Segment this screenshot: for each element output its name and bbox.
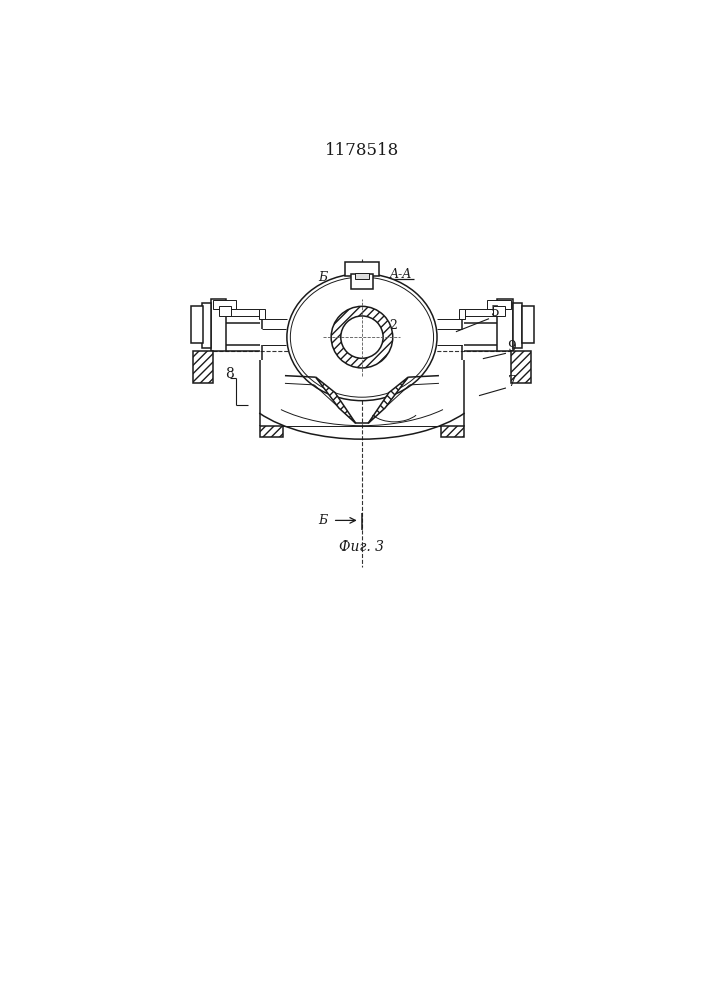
Bar bbox=[345, 262, 379, 276]
Bar bbox=[351, 274, 373, 289]
Ellipse shape bbox=[341, 316, 383, 358]
Text: 5: 5 bbox=[491, 305, 499, 319]
Text: 1178518: 1178518 bbox=[325, 142, 399, 159]
Text: 7: 7 bbox=[508, 375, 516, 389]
Text: 8: 8 bbox=[225, 367, 233, 381]
Text: A-A: A-A bbox=[390, 267, 413, 280]
Text: Фиг. 3: Фиг. 3 bbox=[339, 540, 385, 554]
Text: Б: Б bbox=[318, 514, 327, 527]
Text: Б: Б bbox=[318, 271, 327, 284]
Ellipse shape bbox=[331, 306, 393, 368]
Bar bbox=[192, 351, 214, 383]
Bar bbox=[218, 306, 231, 316]
Bar bbox=[441, 426, 464, 437]
Bar bbox=[355, 273, 369, 279]
Ellipse shape bbox=[287, 274, 437, 401]
Bar bbox=[259, 309, 265, 319]
Bar bbox=[493, 306, 506, 316]
Bar bbox=[214, 300, 236, 309]
Bar bbox=[459, 309, 465, 319]
Bar bbox=[510, 351, 532, 383]
Bar bbox=[211, 299, 226, 351]
Polygon shape bbox=[316, 377, 356, 423]
Bar bbox=[513, 303, 522, 348]
Bar bbox=[522, 306, 534, 343]
Bar bbox=[259, 426, 283, 437]
Polygon shape bbox=[368, 377, 408, 423]
Bar bbox=[498, 299, 513, 351]
Ellipse shape bbox=[291, 277, 433, 397]
Bar bbox=[201, 303, 211, 348]
Text: 2: 2 bbox=[389, 319, 397, 332]
Bar bbox=[191, 306, 203, 343]
Text: 9: 9 bbox=[508, 340, 516, 354]
Bar bbox=[487, 300, 510, 309]
